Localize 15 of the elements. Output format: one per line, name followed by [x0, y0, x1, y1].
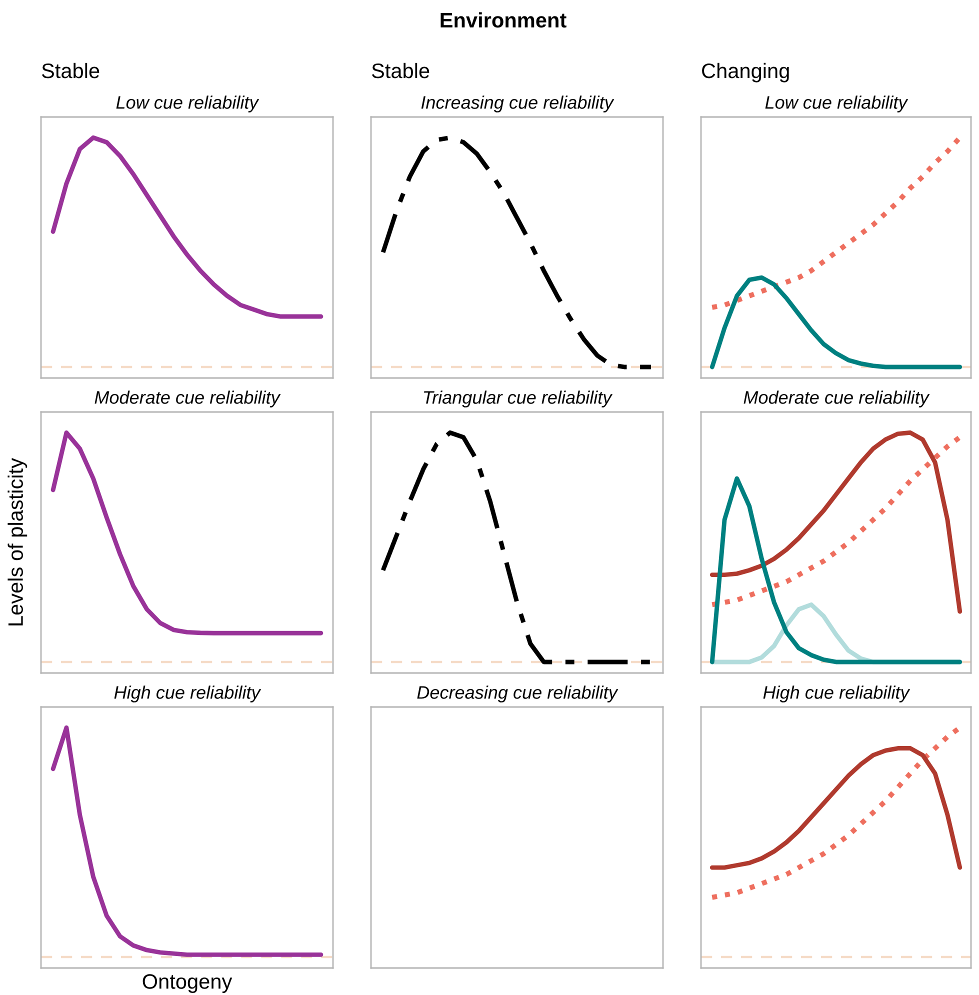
chart-title: Low cue reliability — [765, 96, 908, 112]
chart-title: High cue reliability — [763, 686, 910, 702]
x-axis-title: Ontogeny — [142, 974, 232, 993]
text: Environment — [440, 12, 566, 28]
y-axis-title: Levels of plasticity — [8, 458, 28, 626]
chart-title: Moderate cue reliability — [744, 390, 930, 408]
chart-title: Low cue reliability — [116, 96, 260, 112]
chart-subtitle: Stable — [372, 62, 430, 78]
text: Decreasing cue reliability — [417, 686, 618, 702]
chart-title: Moderate cue reliability — [94, 390, 281, 408]
chart-title: High cue reliability — [114, 686, 262, 702]
chart-title: Triangular cue reliability — [424, 390, 613, 408]
chart-title: Increasing cue reliability — [421, 96, 614, 112]
chart-subtitle: Changing — [702, 62, 789, 82]
chart-subtitle: Stable — [42, 62, 100, 78]
